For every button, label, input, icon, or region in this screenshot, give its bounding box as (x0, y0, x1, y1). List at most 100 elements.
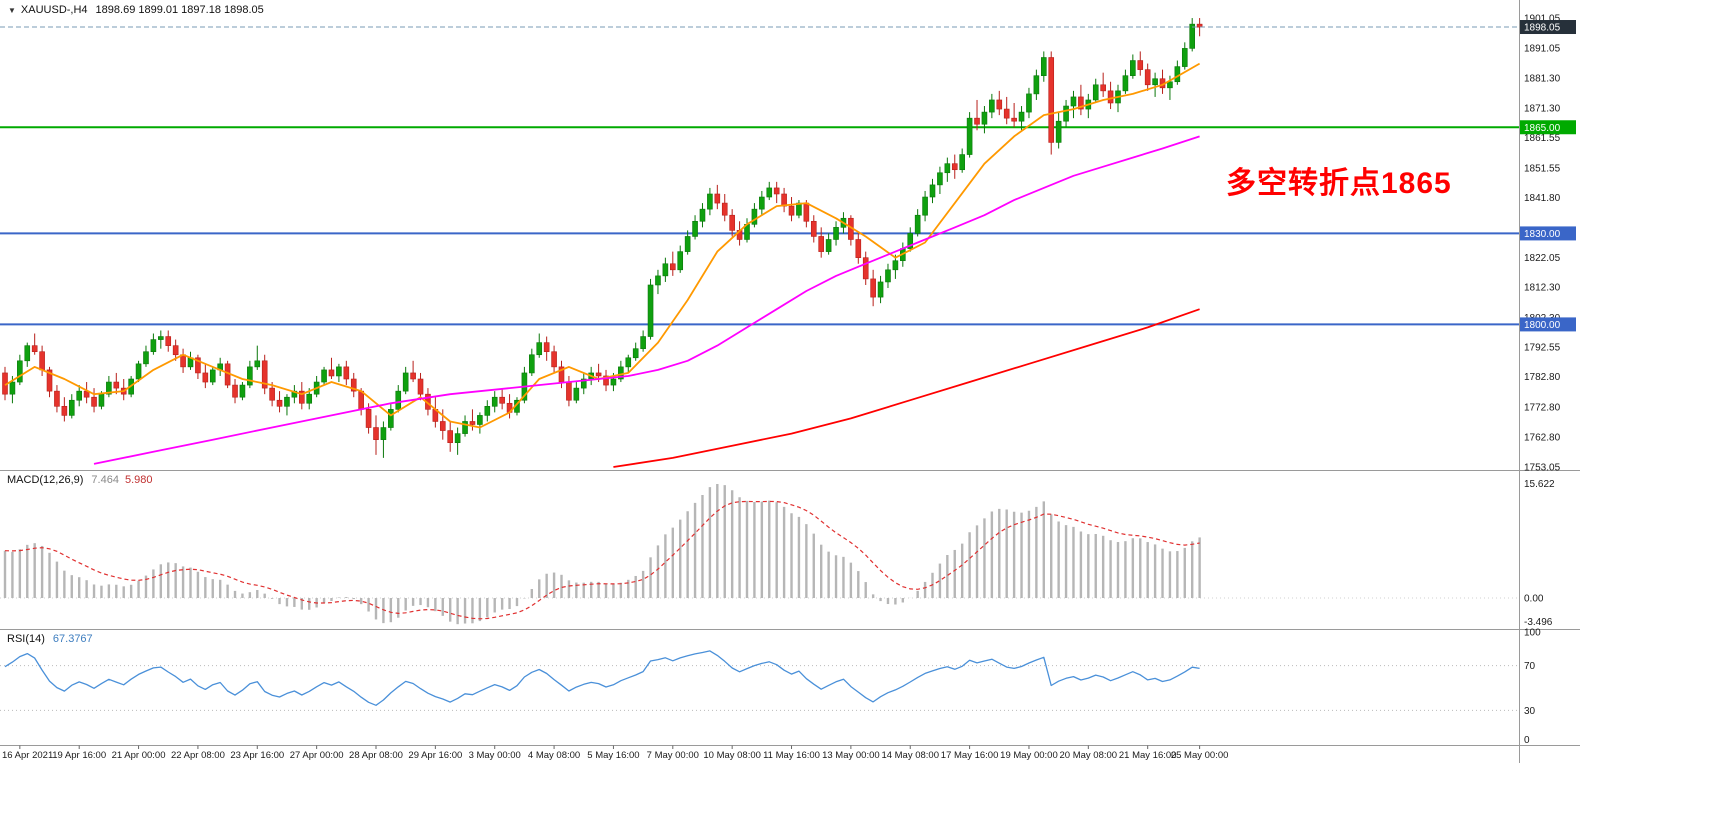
chart-marker-icon: ▼ (8, 6, 16, 15)
candle-up (959, 154, 965, 171)
time-tick-label: 14 May 08:00 (881, 750, 939, 761)
candle-up (655, 275, 661, 286)
time-tick-label: 23 Apr 16:00 (230, 750, 284, 761)
candle-down (669, 263, 676, 271)
candle-up (484, 406, 491, 416)
symbol-period-label: XAUUSD-,H4 (20, 4, 88, 16)
candle-down (1003, 108, 1010, 119)
candle-down (1144, 69, 1151, 86)
candle-up (1174, 66, 1181, 83)
candle-up (580, 378, 587, 389)
rsi-tick-label: 100 (1524, 628, 1541, 639)
candle-up (1026, 93, 1032, 113)
candle-up (877, 281, 884, 298)
price-tick-label: 1753.05 (1524, 462, 1561, 473)
time-tick-label: 27 Apr 00:00 (290, 750, 344, 761)
price-tick-label: 1851.55 (1524, 164, 1561, 175)
candle-down (447, 430, 454, 444)
candle-up (684, 236, 691, 252)
candle-up (1070, 96, 1077, 107)
time-tick-label: 16 Apr 2021 (2, 750, 53, 761)
candle-up (766, 187, 773, 198)
candle-down (276, 399, 283, 407)
candle-up (989, 99, 995, 113)
candle-up (699, 208, 706, 222)
candle-up (885, 269, 891, 283)
price-tag-1830.00[interactable] (1520, 226, 1576, 241)
candle-up (402, 372, 409, 392)
candle-up (209, 369, 216, 383)
candle-down (788, 205, 795, 216)
candle-up (76, 390, 82, 401)
candle-down (410, 372, 416, 380)
price-tick-label: 1901.05 (1524, 13, 1561, 24)
time-tick-label: 21 May 16:00 (1119, 750, 1177, 761)
price-tick-label: 1772.80 (1524, 402, 1561, 413)
candle-up (536, 342, 543, 356)
candle-down (1100, 84, 1106, 92)
candle-up (98, 393, 105, 407)
candle-up (759, 196, 765, 210)
candle-up (944, 163, 951, 174)
current-price-tag-text: 1898.05 (1524, 23, 1561, 34)
time-tick-label: 21 Apr 00:00 (112, 750, 166, 761)
candle-down (439, 421, 446, 431)
price-tick-label: 1841.80 (1524, 193, 1561, 204)
current-price-tag[interactable] (1520, 20, 1576, 35)
annotation-text[interactable]: 多空转折点1865 (1226, 167, 1452, 200)
candle-down (996, 99, 1003, 110)
candle-down (1011, 117, 1017, 122)
macd-name: MACD(12,26,9) (7, 474, 84, 486)
rsi-line (4, 650, 1200, 706)
ohlc-values: 1898.69 1899.01 1897.18 1898.05 (95, 4, 264, 16)
candle-up (491, 396, 498, 407)
candle-up (247, 366, 253, 386)
candle-up (914, 214, 921, 234)
candle-up (143, 351, 149, 365)
candle-up (336, 366, 342, 377)
price-tag-1800.00[interactable] (1520, 317, 1576, 332)
candle-down (543, 342, 550, 353)
ma-mid-magenta (93, 135, 1200, 465)
candle-up (1063, 105, 1069, 122)
candle-up (907, 233, 914, 249)
candle-down (818, 236, 825, 252)
candle-down (328, 369, 335, 377)
candle-down (261, 360, 268, 389)
candle-down (951, 163, 958, 171)
candle-down (1107, 90, 1114, 104)
macd-tick-label: 0.00 (1524, 594, 1544, 605)
price-tick-label: 1762.80 (1524, 433, 1561, 444)
candle-down (595, 372, 602, 377)
candle-up (1167, 81, 1173, 89)
candle-down (862, 257, 869, 280)
candle-down (714, 193, 721, 204)
candle-up (529, 354, 535, 374)
candle-down (551, 351, 557, 368)
candle-up (662, 263, 669, 277)
candle-up (9, 381, 16, 395)
candle-up (677, 251, 684, 271)
candle-up (981, 111, 988, 125)
price-tick-label: 1871.30 (1524, 104, 1561, 115)
candle-up (17, 360, 23, 383)
candle-down (1137, 60, 1144, 70)
time-tick-label: 7 May 00:00 (647, 750, 699, 761)
candle-down (31, 345, 38, 353)
time-tick-label: 19 Apr 16:00 (52, 750, 106, 761)
candle-down (974, 117, 980, 125)
candle-up (388, 409, 394, 428)
candle-up (284, 396, 290, 407)
candle-down (343, 366, 350, 380)
rsi-tick-label: 70 (1524, 661, 1536, 672)
time-tick-label: 11 May 16:00 (763, 750, 820, 761)
rsi-indicator-label: RSI(14) 67.3767 (7, 633, 93, 645)
time-tick-label: 22 Apr 08:00 (171, 750, 225, 761)
time-tick-label: 3 May 00:00 (469, 750, 521, 761)
candle-up (380, 427, 387, 440)
candle-down (202, 372, 209, 383)
candle-down (195, 357, 201, 374)
price-tag-1865.00[interactable] (1520, 120, 1576, 135)
candle-up (306, 393, 313, 404)
